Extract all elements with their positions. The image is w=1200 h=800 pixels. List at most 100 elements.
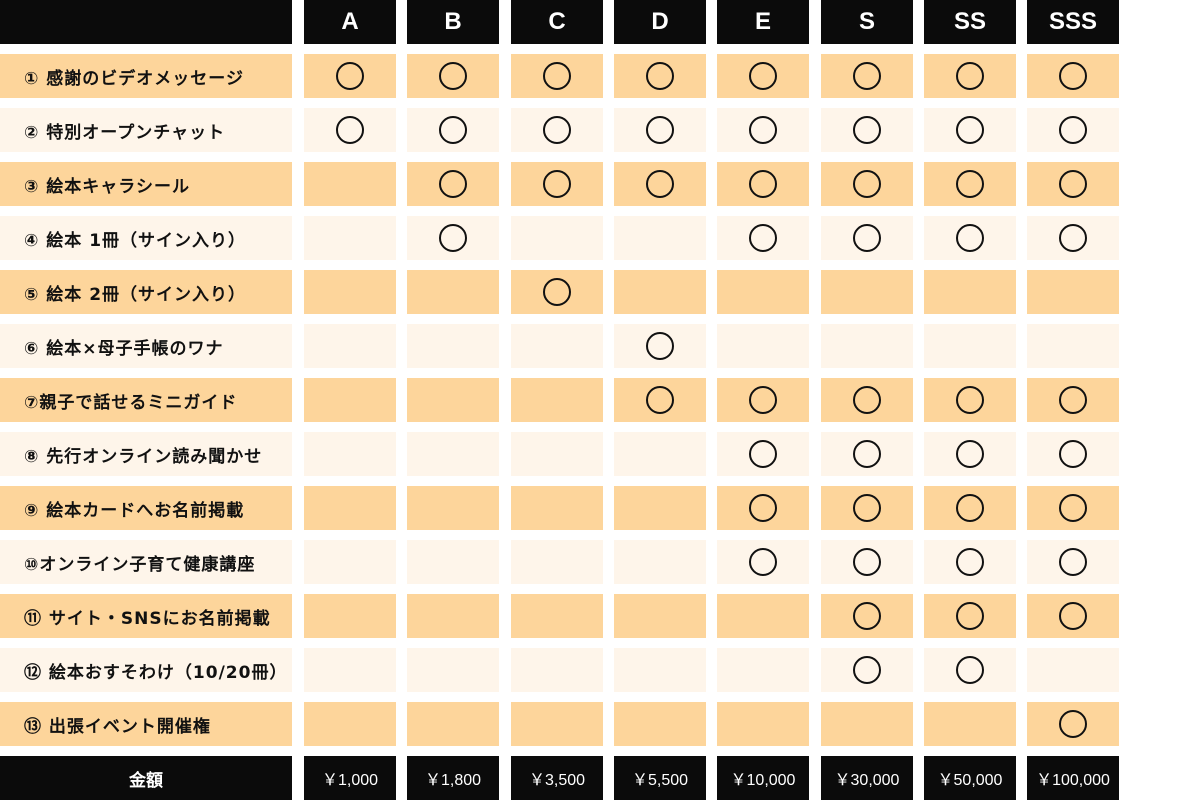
price-cell: ￥5,500	[614, 756, 706, 800]
table-cell	[614, 378, 706, 422]
table-cell	[614, 324, 706, 368]
table-cell	[1027, 540, 1119, 584]
circle-mark-icon	[646, 332, 674, 360]
circle-mark-icon	[1059, 62, 1087, 90]
table-cell	[511, 108, 603, 152]
price-cell: ￥30,000	[821, 756, 913, 800]
table-cell	[614, 54, 706, 98]
table-cell	[614, 108, 706, 152]
table-cell	[1027, 324, 1119, 368]
circle-mark-icon	[853, 62, 881, 90]
table-cell	[924, 594, 1016, 638]
circle-mark-icon	[439, 116, 467, 144]
column-header-s: S	[821, 0, 913, 44]
table-cell	[924, 162, 1016, 206]
circle-mark-icon	[956, 548, 984, 576]
table-cell	[407, 702, 499, 746]
table-cell	[821, 594, 913, 638]
circle-mark-icon	[956, 656, 984, 684]
circle-mark-icon	[749, 170, 777, 198]
table-cell	[304, 162, 396, 206]
table-cell	[717, 108, 809, 152]
table-cell	[821, 486, 913, 530]
circle-mark-icon	[336, 116, 364, 144]
circle-mark-icon	[749, 224, 777, 252]
table-cell	[511, 486, 603, 530]
table-cell	[407, 216, 499, 260]
table-cell	[304, 108, 396, 152]
circle-mark-icon	[853, 170, 881, 198]
column-header-c: C	[511, 0, 603, 44]
circle-mark-icon	[956, 494, 984, 522]
table-cell	[924, 216, 1016, 260]
circle-mark-icon	[749, 386, 777, 414]
price-cell: ￥100,000	[1027, 756, 1119, 800]
circle-mark-icon	[956, 224, 984, 252]
table-cell	[511, 432, 603, 476]
circle-mark-icon	[439, 62, 467, 90]
row-label: ① 感謝のビデオメッセージ	[0, 54, 292, 98]
table-cell	[511, 540, 603, 584]
circle-mark-icon	[749, 494, 777, 522]
circle-mark-icon	[853, 656, 881, 684]
table-cell	[924, 486, 1016, 530]
table-cell	[407, 648, 499, 692]
row-label: ⑤ 絵本 2冊（サイン入り）	[0, 270, 292, 314]
circle-mark-icon	[543, 278, 571, 306]
table-cell	[614, 486, 706, 530]
table-cell	[821, 270, 913, 314]
circle-mark-icon	[1059, 116, 1087, 144]
row-label: ③ 絵本キャラシール	[0, 162, 292, 206]
table-cell	[717, 162, 809, 206]
table-cell	[717, 432, 809, 476]
table-cell	[407, 108, 499, 152]
table-cell	[821, 378, 913, 422]
circle-mark-icon	[336, 62, 364, 90]
table-cell	[1027, 270, 1119, 314]
circle-mark-icon	[956, 116, 984, 144]
circle-mark-icon	[853, 116, 881, 144]
circle-mark-icon	[853, 494, 881, 522]
table-cell	[511, 702, 603, 746]
circle-mark-icon	[1059, 440, 1087, 468]
row-label: ⑧ 先行オンライン読み聞かせ	[0, 432, 292, 476]
circle-mark-icon	[646, 62, 674, 90]
circle-mark-icon	[749, 116, 777, 144]
table-cell	[407, 540, 499, 584]
table-cell	[614, 648, 706, 692]
table-cell	[407, 162, 499, 206]
table-cell	[614, 216, 706, 260]
table-cell	[1027, 486, 1119, 530]
table-cell	[821, 54, 913, 98]
table-cell	[821, 648, 913, 692]
row-label: ⑪ サイト・SNSにお名前掲載	[0, 594, 292, 638]
circle-mark-icon	[1059, 602, 1087, 630]
table-cell	[304, 540, 396, 584]
table-cell	[511, 378, 603, 422]
table-cell	[407, 324, 499, 368]
circle-mark-icon	[853, 548, 881, 576]
table-cell	[717, 324, 809, 368]
table-cell	[821, 108, 913, 152]
table-cell	[1027, 378, 1119, 422]
table-cell	[821, 216, 913, 260]
price-cell: ￥10,000	[717, 756, 809, 800]
circle-mark-icon	[439, 170, 467, 198]
table-cell	[614, 432, 706, 476]
table-cell	[304, 648, 396, 692]
circle-mark-icon	[646, 170, 674, 198]
table-cell	[304, 486, 396, 530]
row-label: ④ 絵本 1冊（サイン入り）	[0, 216, 292, 260]
table-cell	[1027, 162, 1119, 206]
circle-mark-icon	[543, 62, 571, 90]
price-cell: ￥3,500	[511, 756, 603, 800]
circle-mark-icon	[956, 62, 984, 90]
circle-mark-icon	[956, 440, 984, 468]
table-cell	[924, 108, 1016, 152]
circle-mark-icon	[749, 440, 777, 468]
row-label: ⑦親子で話せるミニガイド	[0, 378, 292, 422]
circle-mark-icon	[543, 116, 571, 144]
table-cell	[304, 702, 396, 746]
circle-mark-icon	[1059, 494, 1087, 522]
row-label: ⑨ 絵本カードへお名前掲載	[0, 486, 292, 530]
